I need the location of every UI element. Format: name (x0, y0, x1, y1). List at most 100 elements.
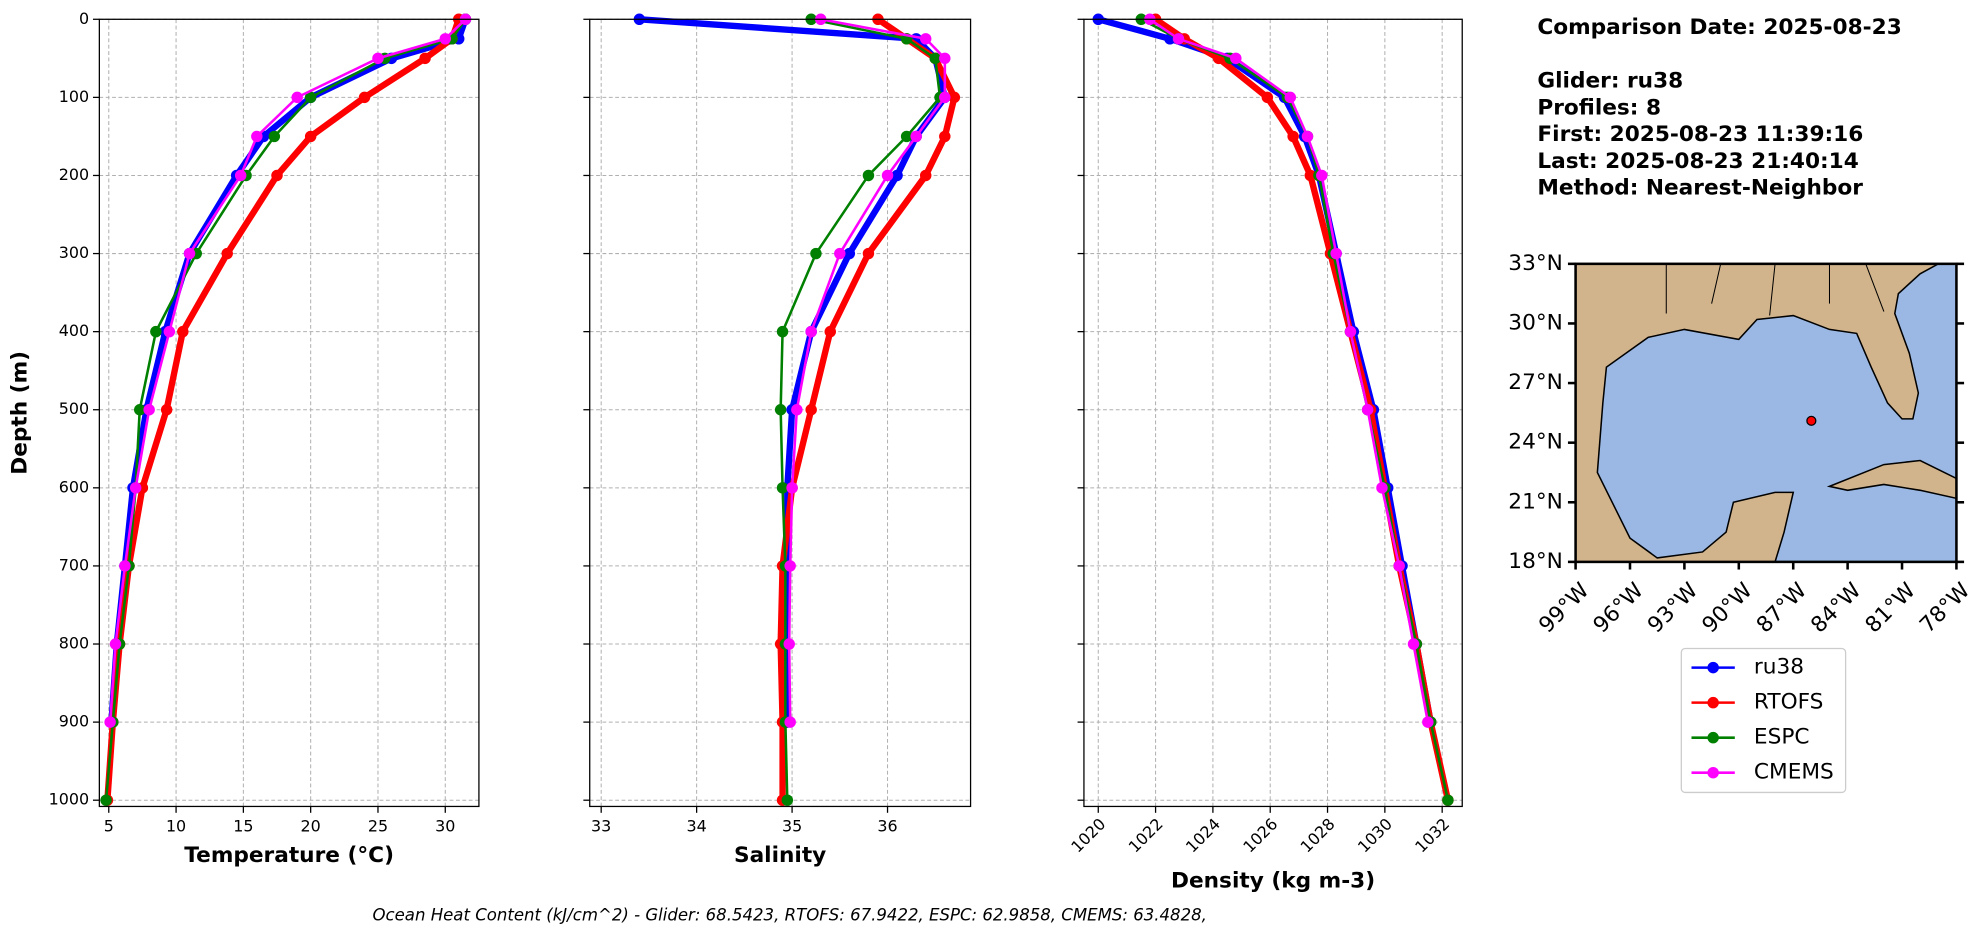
footer: Ocean Heat Content (kJ/cm^2) - Glider: 6… (373, 905, 1207, 924)
profile-marker (160, 404, 173, 416)
profile-marker (143, 404, 155, 416)
profile-marker (177, 325, 189, 338)
y-tick-label: 1000 (49, 790, 89, 809)
profile-marker (1361, 404, 1374, 416)
profile-marker (183, 247, 196, 260)
profile-marker (919, 169, 932, 182)
map-y-tick-label: 18°N (1508, 549, 1563, 574)
profile-marker (1442, 794, 1454, 806)
plot-frame (589, 18, 972, 808)
y-tick-label: 100 (59, 87, 89, 106)
y-tick-label: 800 (59, 634, 89, 653)
profile-marker (221, 247, 233, 260)
profile-marker (805, 325, 817, 338)
x-tick-label: 30 (435, 816, 455, 835)
x-tick-label: 1026 (1239, 814, 1281, 856)
profile-marker (291, 91, 303, 104)
y-tick-label: 400 (59, 321, 89, 340)
map-x-tick-label: 99°W (1534, 578, 1594, 638)
profile-marker (784, 716, 796, 728)
y-tick-label: 0 (79, 9, 89, 28)
border (1769, 263, 1776, 316)
y-tick-label: 500 (59, 399, 89, 418)
map-frame (1574, 262, 1958, 564)
info-line: Comparison Date: 2025-08-23 (1537, 15, 1901, 40)
profile-marker (251, 130, 263, 143)
map-x-tick-label: 96°W (1589, 578, 1649, 638)
profile-marker (1230, 52, 1242, 65)
glider-location (1806, 415, 1817, 426)
x-axis-label: Temperature (°C) (184, 843, 394, 868)
y-tick-label: 200 (59, 165, 89, 184)
profile-marker (1287, 130, 1299, 143)
profile-line (777, 16, 958, 801)
profile-line (108, 18, 469, 723)
map-x-tick-label: 81°W (1861, 578, 1921, 638)
profile-marker (791, 404, 803, 416)
profile-marker (100, 794, 112, 806)
profile-marker (783, 638, 795, 650)
profile-marker (919, 33, 932, 45)
map-y-tick-label: 27°N (1508, 370, 1563, 395)
profile-marker (784, 560, 796, 572)
profile-marker (948, 91, 961, 104)
profile-marker (119, 560, 131, 572)
y-tick-label: 900 (59, 712, 89, 731)
profile-marker (372, 52, 384, 65)
map-y-tick-label: 30°N (1508, 310, 1563, 335)
profile-marker (109, 638, 122, 650)
profile-marker (910, 130, 922, 143)
x-tick-label: 1022 (1125, 814, 1167, 856)
x-tick-label: 36 (877, 816, 897, 835)
profile-marker (358, 91, 371, 104)
profile-marker (929, 52, 941, 65)
profile-marker (891, 169, 903, 182)
profile-marker (1330, 247, 1342, 260)
legend-frame (1680, 647, 1847, 794)
x-tick-label: 1024 (1182, 814, 1224, 856)
map-x-tick-label: 87°W (1752, 578, 1812, 638)
profile-marker (268, 130, 281, 143)
profile-marker (234, 169, 247, 182)
plot-frame (1083, 18, 1463, 808)
profile-marker (786, 482, 798, 494)
info-line: Profiles: 8 (1537, 95, 1661, 120)
profile-marker (843, 247, 856, 260)
map-y-tick-label: 21°N (1508, 489, 1563, 514)
profile-marker (834, 247, 846, 260)
y-tick-label: 700 (59, 555, 89, 574)
legend-label: RTOFS (1754, 690, 1824, 715)
x-tick-label: 5 (104, 816, 114, 835)
legend-marker (1707, 731, 1719, 744)
y-tick-label: 600 (59, 477, 89, 496)
x-tick-label: 1032 (1411, 814, 1453, 856)
map-y-tick-label: 24°N (1508, 430, 1563, 455)
plot-frame (98, 18, 480, 808)
profile-marker (104, 716, 116, 728)
x-tick-label: 20 (301, 816, 321, 835)
profile-marker (304, 91, 317, 104)
profile-marker (881, 169, 894, 182)
profile-marker (862, 247, 875, 260)
x-tick-label: 34 (687, 816, 707, 835)
profile-marker (271, 169, 283, 182)
map-y-tick-label: 33°N (1508, 251, 1563, 276)
profile-marker (774, 404, 787, 416)
profile-marker (824, 325, 836, 338)
x-tick-label: 15 (233, 816, 253, 835)
x-axis-label: Density (kg m-3) (1171, 869, 1375, 894)
x-tick-label: 33 (591, 816, 611, 835)
profile-marker (776, 325, 789, 338)
profile-line (108, 18, 467, 723)
profile-line (104, 18, 467, 801)
info-line: Method: Nearest-Neighbor (1537, 176, 1863, 201)
profile-marker (129, 482, 142, 494)
profile-marker (939, 130, 951, 143)
profile-marker (1393, 560, 1405, 572)
x-tick-label: 35 (782, 816, 802, 835)
profile-marker (776, 482, 789, 494)
profile-marker (1172, 33, 1185, 45)
profile-marker (1422, 716, 1434, 728)
profile-line (1140, 18, 1450, 801)
profile-marker (1284, 91, 1297, 104)
